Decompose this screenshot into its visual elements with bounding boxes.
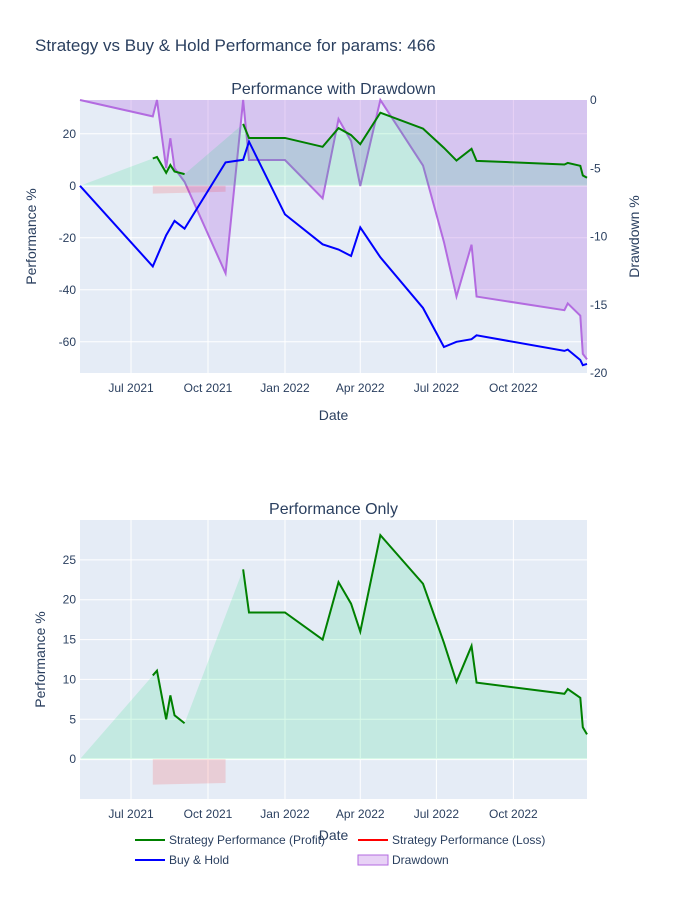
legend-item: Buy & Hold	[135, 853, 229, 867]
x-tick-label: Oct 2022	[489, 807, 538, 821]
x-tick-label: Jul 2022	[414, 807, 460, 821]
legend-item: Drawdown	[357, 853, 449, 867]
x-tick-label: Oct 2021	[184, 381, 233, 395]
legend-item: Strategy Performance (Loss)	[358, 833, 545, 847]
y-tick-label: 20	[63, 127, 77, 141]
y-axis-label: Performance %	[32, 611, 48, 707]
strategy-profit-area	[80, 535, 587, 760]
x-tick-label: Jul 2021	[108, 807, 154, 821]
drawdown-area	[80, 100, 587, 360]
y-tick-label: 20	[63, 593, 77, 607]
x-tick-label: Jan 2022	[260, 381, 310, 395]
panel-title: Performance Only	[269, 501, 398, 518]
x-tick-label: Apr 2022	[336, 381, 385, 395]
x-tick-label: Jul 2021	[108, 381, 154, 395]
y-tick-label: 10	[63, 672, 77, 686]
x-tick-label: Apr 2022	[336, 807, 385, 821]
panel-performance-only: Jul 2021 Oct 2021 Jan 2022 Apr 2022 Jul 2022…	[32, 501, 588, 843]
legend-item: Strategy Performance (Profit)	[135, 833, 325, 847]
y-tick-label: -20	[59, 231, 77, 245]
strategy-profit-line	[152, 532, 588, 735]
x-tick-label: Jan 2022	[260, 807, 310, 821]
series-layer	[79, 97, 588, 367]
strategy-profit-area	[80, 112, 587, 186]
y-tick-label: 0	[69, 179, 76, 193]
legend: Strategy Performance (Profit) Strategy Pe…	[135, 833, 545, 867]
y2-tick-label: -20	[590, 366, 608, 380]
y-tick-label: 15	[63, 633, 77, 647]
drawdown-line	[79, 97, 588, 360]
plot-area	[80, 520, 587, 799]
legend-swatch	[357, 854, 389, 866]
buy-hold-line	[79, 138, 588, 367]
x-axis-label: Date	[319, 407, 349, 423]
x-tick-label: Jul 2022	[414, 381, 460, 395]
legend-label: Strategy Performance (Loss)	[392, 833, 545, 847]
y2-axis-label: Drawdown %	[626, 195, 642, 277]
x-tick-label: Oct 2021	[184, 807, 233, 821]
y2-tick-label: -10	[590, 230, 608, 244]
y-tick-label: 5	[69, 712, 76, 726]
panel-performance-with-drawdown: Jul 2021 Oct 2021 Jan 2022 Apr 2022 Jul 2022…	[23, 81, 642, 423]
legend-label: Buy & Hold	[169, 853, 229, 867]
x-axis-label: Date	[319, 827, 349, 843]
grid-lines	[80, 520, 587, 799]
panel-title: Performance with Drawdown	[231, 81, 436, 98]
y-tick-label: -40	[59, 283, 77, 297]
y2-tick-label: -15	[590, 298, 608, 312]
x-tick-label: Oct 2022	[489, 381, 538, 395]
y2-tick-label: 0	[590, 93, 597, 107]
legend-label: Drawdown	[392, 853, 449, 867]
y-tick-label: 0	[69, 752, 76, 766]
legend-label: Strategy Performance (Profit)	[169, 833, 325, 847]
axes-layer: Jul 2021 Oct 2021 Jan 2022 Apr 2022 Jul 2022…	[59, 93, 608, 395]
y-tick-label: -60	[59, 335, 77, 349]
strategy-loss-area	[152, 759, 226, 785]
series-layer	[80, 532, 588, 785]
axes-layer: Jul 2021 Oct 2021 Jan 2022 Apr 2022 Jul 2022…	[63, 553, 538, 821]
figure-title: Strategy vs Buy & Hold Performance for p…	[35, 36, 436, 55]
y-tick-label: 25	[63, 553, 77, 567]
strategy-profit-line	[152, 111, 588, 179]
y-axis-label: Performance %	[23, 188, 39, 284]
y2-tick-label: -5	[590, 161, 601, 175]
